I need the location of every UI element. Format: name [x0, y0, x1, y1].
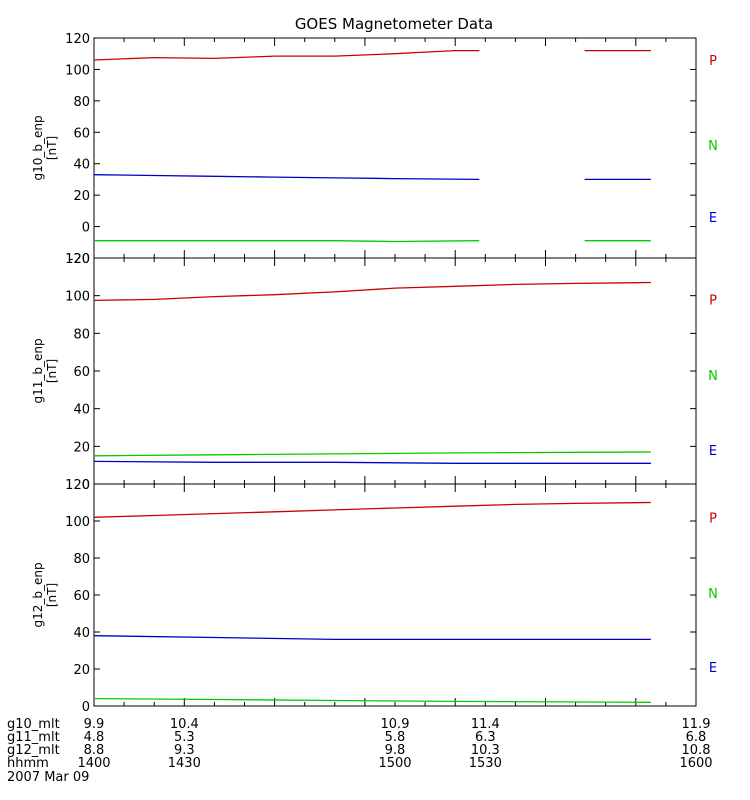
series-line-p-1 [93, 281, 651, 302]
bottom-axis-labels: g10_mlt 9.9 10.4 10.9 11.4 11.9 g11_mlt 4.8 5.3 5… [7, 717, 713, 771]
y-tick-label: 60 [73, 589, 90, 604]
y-axis-label: g11_b_enp [31, 338, 45, 403]
series-line-p-1 [93, 49, 480, 61]
series-label-e: E [709, 661, 717, 676]
y-tick-label: 0 [82, 478, 90, 493]
y-tick-label: 100 [65, 515, 90, 530]
y-tick-label: 120 [65, 252, 90, 267]
y-axis-label: g12_b_enp [31, 562, 45, 627]
y-tick-label: 80 [73, 327, 90, 342]
bottom-row-value: 1500 [378, 756, 411, 771]
y-tick-label: 20 [73, 189, 90, 204]
bottom-row-value: 6.3 [475, 730, 496, 745]
series-line-e-1 [93, 174, 480, 181]
panel-2: 0 20 40 60 80 100 120 g11_b_enp [nT] P N E [31, 252, 718, 493]
bottom-row-value: 5.3 [174, 730, 195, 745]
series-line-n-1 [94, 240, 480, 243]
y-tick-label: 120 [65, 478, 90, 493]
y-axis-label: g10_b_enp [31, 115, 45, 180]
y-axis-unit: [nT] [45, 359, 59, 383]
bottom-row-value: 10.4 [170, 717, 199, 732]
y-tick-label: 40 [73, 403, 90, 418]
y-tick-label: -20 [69, 252, 90, 267]
y-tick-label: 80 [73, 95, 90, 110]
bottom-row-value: 1600 [679, 756, 712, 771]
chart-title: GOES Magnetometer Data [295, 15, 493, 33]
y-tick-label: 20 [73, 440, 90, 455]
y-axis-unit: [nT] [45, 583, 59, 607]
series-label-n: N [708, 139, 718, 154]
y-tick-label: 100 [65, 290, 90, 305]
panel-1: -20 0 20 40 60 80 100 120 g10_b_enp [nT] P N E [31, 32, 718, 267]
bottom-row-value: 1430 [168, 756, 201, 771]
bottom-row-value: 10.8 [682, 743, 711, 758]
y-tick-label: 60 [73, 365, 90, 380]
y-tick-label: 0 [82, 221, 90, 236]
bottom-row-value: 1400 [77, 756, 110, 771]
series-line-e-1 [93, 635, 651, 641]
y-tick-label: 80 [73, 552, 90, 567]
bottom-row-value: 4.8 [84, 730, 105, 745]
bottom-row-value: 9.3 [174, 743, 195, 758]
y-tick-label: 60 [73, 126, 90, 141]
bottom-row-value: 11.9 [682, 717, 711, 732]
y-tick-label: 40 [73, 626, 90, 641]
bottom-row-value: 9.9 [84, 717, 105, 732]
bottom-row-value: 8.8 [84, 743, 105, 758]
series-label-p: P [709, 54, 717, 69]
series-line-n-1 [93, 697, 651, 703]
bottom-row-value: 5.8 [385, 730, 406, 745]
bottom-row-label: g10_mlt [7, 717, 60, 732]
bottom-row-label: g12_mlt [7, 743, 60, 758]
y-tick-label: 0 [82, 700, 90, 715]
bottom-row-value: 9.8 [385, 743, 406, 758]
series-label-p: P [709, 293, 717, 308]
bottom-row-value: 11.4 [471, 717, 500, 732]
panel-3: 0 20 40 60 80 100 120 g12_b_enp [nT] P N E [31, 478, 718, 715]
series-label-n: N [708, 587, 718, 602]
panel-frame [93, 257, 697, 485]
y-tick-label: 120 [65, 32, 90, 47]
panel-frame [93, 37, 697, 259]
series-label-n: N [708, 369, 718, 384]
panel-frame [93, 483, 697, 707]
series-line-p-1 [93, 501, 651, 518]
bottom-row-label: g11_mlt [7, 730, 60, 745]
series-label-e: E [709, 211, 717, 226]
y-axis-unit: [nT] [45, 136, 59, 160]
y-tick-label: 20 [73, 663, 90, 678]
series-line-e-1 [93, 460, 651, 464]
bottom-row-value: 1530 [469, 756, 502, 771]
bottom-row-value: 10.3 [471, 743, 500, 758]
series-line-n-1 [93, 451, 651, 457]
bottom-row-value: 6.8 [686, 730, 707, 745]
series-label-p: P [709, 511, 717, 526]
y-tick-label: 40 [73, 158, 90, 173]
bottom-row-label: hhmm [7, 756, 49, 771]
date-label: 2007 Mar 09 [7, 770, 89, 785]
bottom-row-value: 10.9 [381, 717, 410, 732]
series-label-e: E [709, 444, 717, 459]
y-tick-label: 100 [65, 63, 90, 78]
